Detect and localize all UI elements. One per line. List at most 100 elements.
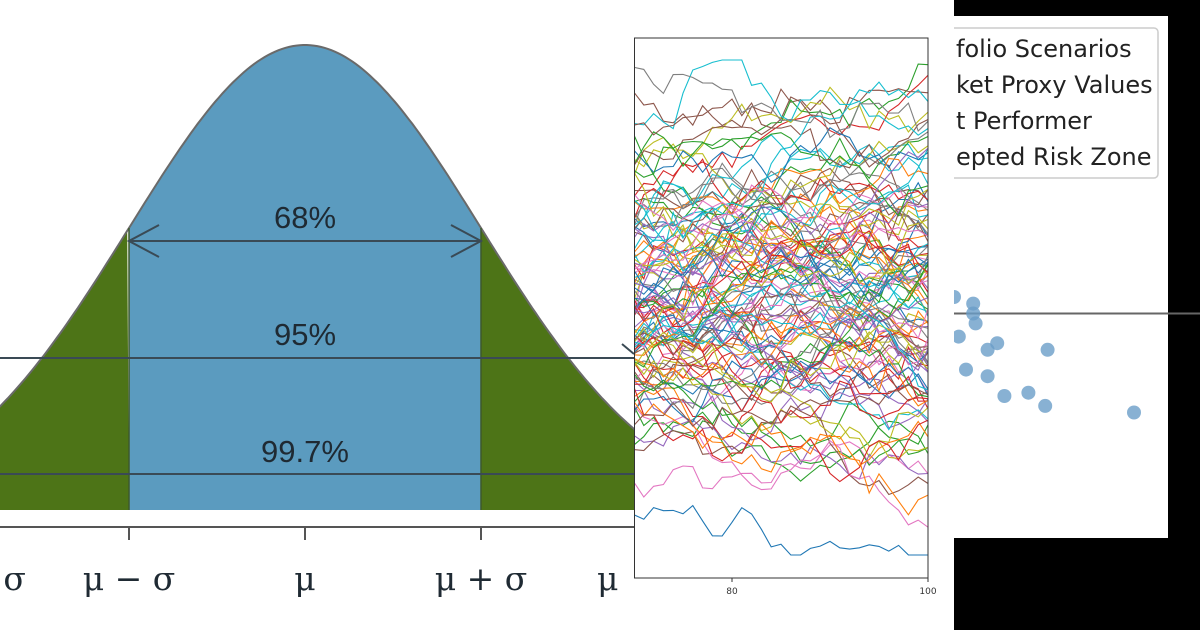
series-line-65 [634,344,929,402]
interval-label-2: 99.7% [261,434,349,469]
series-line-91 [634,332,929,407]
series-line-99 [634,100,929,250]
series-line-56 [634,441,929,498]
density-curve [0,44,634,431]
series-line-115 [634,384,929,431]
series-line-114 [634,297,929,324]
series-line-7 [634,299,929,367]
series-line-36 [634,346,929,403]
x-tick-label-4: μ [597,559,618,598]
scatter-point-13 [1127,405,1141,420]
series-line-97 [634,285,929,337]
scatter-point-8 [980,369,995,384]
series-line-108 [634,254,929,342]
arrow-head-left [126,224,160,258]
series-line-92 [634,132,929,217]
series-line-62 [634,373,929,466]
scatter-point-1 [966,296,981,311]
x-tick-label-3: μ + σ [435,559,528,598]
series-line-12 [634,420,929,482]
series-line-74 [634,419,929,480]
series-line-102 [634,281,929,403]
scatter-point-3 [968,316,983,331]
series-line-59 [634,227,929,287]
normal-distribution-panel: 68% 95% 99.7% σ μ − σ μ μ + σ μ [0,44,634,598]
simulation-lines-panel: 80 100 [634,0,954,630]
series-line-103 [634,386,929,483]
series-line-0 [634,504,928,556]
series-line-26 [634,219,929,319]
series-line-53 [634,310,929,385]
scatter-point-0 [954,290,961,304]
series-line-93 [634,337,929,424]
scatter-point-7 [959,362,973,377]
series-line-98 [634,172,929,284]
series-line-33 [634,229,929,319]
simulation-lines-chart: 80 100 [634,37,937,597]
series-line-81 [634,157,929,335]
series-line-58 [634,140,929,202]
scatter-point-10 [1021,385,1036,400]
scatter-chart: folio Scenarios ket Proxy Values t Perform… [954,16,1200,538]
series-line-112 [634,262,929,368]
series-line-87 [634,199,929,304]
series-line-107 [634,66,929,139]
series-line-76 [634,291,929,370]
plot-frame [634,37,929,579]
x-tick-label-0: σ [3,559,26,598]
series-line-118 [634,324,929,403]
series-line-113 [634,230,929,334]
series-line-50 [634,314,929,413]
arrow-head-right-partial [621,343,634,355]
normal-distribution-chart: 68% 95% 99.7% σ μ − σ μ μ + σ μ [0,44,634,598]
series-line-28 [634,86,929,176]
series-line-86 [634,265,929,311]
series-line-111 [634,401,929,516]
legend-box [954,27,1159,179]
x-tick-label-1: μ − σ [83,559,176,598]
x-tick-label-0: 80 [726,587,738,597]
series-line-72 [634,63,929,168]
series-line-101 [634,387,929,473]
series-line-63 [634,158,929,220]
scatter-point-6 [990,336,1005,351]
x-tick-label-2: μ [294,559,315,598]
center-area [129,45,481,510]
series-line-117 [634,254,929,410]
series-line-75 [634,88,929,166]
series-line-106 [634,184,929,271]
scatter-point-11 [1038,398,1053,413]
scatter-panel: folio Scenarios ket Proxy Values t Perform… [954,0,1200,630]
interval-label-1: 95% [274,317,336,352]
scatter-point-4 [954,329,966,344]
series-line-4 [634,318,929,381]
series-line-95 [634,98,929,169]
x-tick-label-1: 100 [919,587,936,597]
legend-entry-2: t Performer [956,107,1092,135]
arrow-head-right [450,224,484,258]
series-line-18 [634,238,929,343]
series-line-116 [634,193,929,340]
series-line-49 [634,239,929,431]
scatter-point-9 [997,389,1012,403]
series-line-39 [634,183,929,273]
series-line-79 [634,59,929,130]
legend-entry-3: epted Risk Zone [956,143,1152,171]
scatter-point-12 [1040,342,1055,357]
series-line-100 [634,360,929,423]
series-line-84 [634,198,929,269]
series-line-73 [634,224,929,317]
left-tail-area [0,230,129,510]
series-line-47 [634,320,929,415]
series-line-89 [634,148,929,242]
series-line-40 [634,219,929,309]
series-line-94 [634,147,929,317]
series-line-70 [634,127,929,184]
legend-entry-0: folio Scenarios [956,35,1132,63]
series-group [634,59,929,556]
series-line-67 [634,131,929,227]
series-line-78 [634,188,929,267]
series-line-110 [634,248,929,298]
series-line-119 [634,301,929,391]
interval-label-0: 68% [274,200,336,235]
